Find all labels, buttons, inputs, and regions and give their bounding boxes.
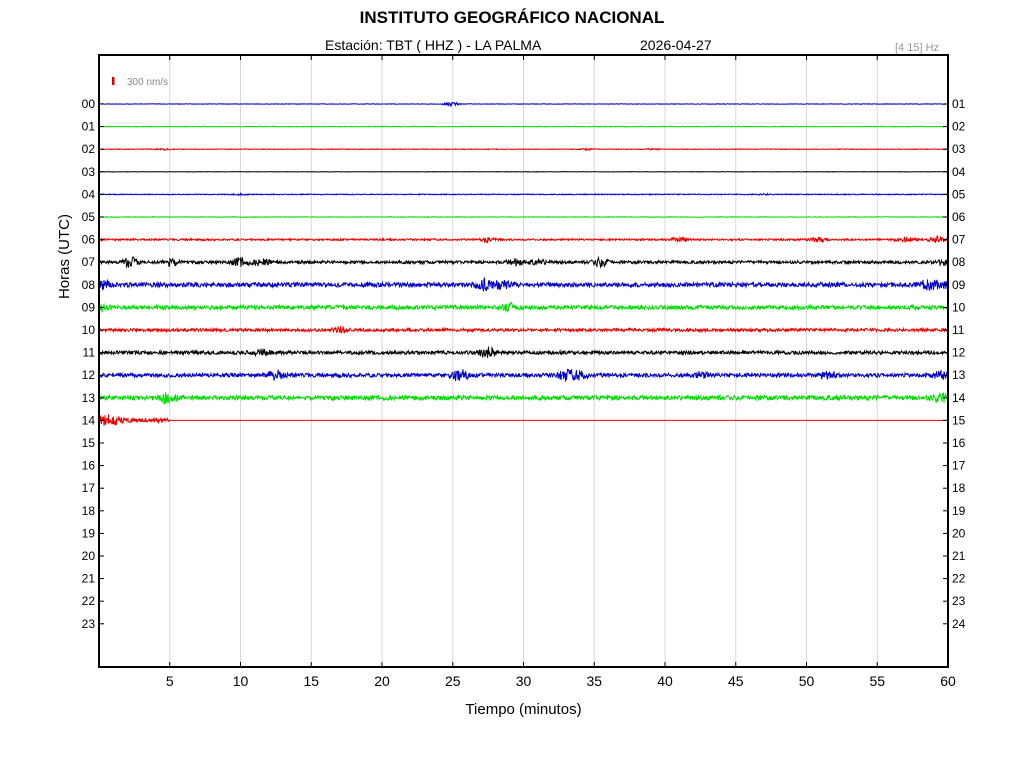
y-tick-label-right: 07 — [952, 233, 966, 247]
y-tick-label-right: 21 — [952, 549, 966, 563]
y-tick-label-right: 06 — [952, 210, 966, 224]
y-tick-label-right: 23 — [952, 594, 966, 608]
x-tick-label: 40 — [657, 673, 673, 689]
y-tick-label-right: 08 — [952, 255, 966, 269]
filter-band-label: [4 15] Hz — [895, 42, 940, 54]
trace-hour-8 — [98, 276, 949, 292]
trace-hour-2 — [99, 146, 949, 152]
y-tick-label-left: 23 — [82, 617, 96, 631]
y-tick-label-left: 11 — [83, 346, 96, 360]
y-tick-label-left: 15 — [82, 436, 96, 450]
x-tick-label: 45 — [728, 673, 744, 689]
y-tick-label-left: 12 — [82, 368, 96, 382]
y-tick-label-right: 18 — [952, 481, 966, 495]
station-label: Estación: TBT ( HHZ ) - LA PALMA — [325, 37, 542, 53]
scale-label: 300 nm/s — [127, 77, 168, 88]
scale-bar — [112, 77, 115, 85]
y-tick-label-left: 00 — [82, 97, 96, 111]
y-tick-label-right: 02 — [952, 120, 966, 134]
trace-hour-4 — [98, 191, 949, 197]
y-tick-label-right: 24 — [952, 617, 966, 631]
y-tick-label-left: 03 — [82, 165, 96, 179]
trace-hour-13 — [98, 392, 949, 405]
y-tick-label-right: 19 — [952, 504, 966, 518]
x-tick-label: 30 — [516, 673, 532, 689]
x-tick-label: 55 — [869, 673, 885, 689]
y-tick-label-left: 22 — [82, 594, 96, 608]
y-tick-label-right: 12 — [952, 346, 966, 360]
y-tick-label-left: 10 — [82, 323, 96, 337]
y-tick-label-right: 20 — [952, 526, 966, 540]
y-tick-label-right: 11 — [952, 323, 965, 337]
y-tick-label-left: 19 — [82, 526, 96, 540]
y-tick-label-left: 01 — [82, 120, 96, 134]
y-tick-label-right: 04 — [952, 165, 966, 179]
y-tick-label-left: 02 — [82, 142, 96, 156]
trace-hour-0 — [99, 101, 949, 108]
trace-hour-10 — [98, 325, 949, 334]
y-tick-label-right: 03 — [952, 142, 966, 156]
date-label: 2026-04-27 — [640, 37, 712, 53]
trace-hour-9 — [98, 301, 949, 314]
y-tick-label-right: 22 — [952, 572, 966, 586]
trace-hour-1 — [99, 125, 949, 128]
y-tick-label-left: 18 — [82, 504, 96, 518]
y-tick-label-left: 14 — [82, 413, 96, 427]
x-tick-label: 15 — [303, 673, 319, 689]
x-tick-label: 5 — [166, 673, 174, 689]
x-tick-label: 35 — [586, 673, 602, 689]
y-tick-label-left: 07 — [82, 255, 96, 269]
trace-hour-5 — [98, 215, 949, 219]
y-tick-label-left: 08 — [82, 278, 96, 292]
x-tick-label: 60 — [940, 673, 956, 689]
y-tick-label-right: 05 — [952, 187, 966, 201]
y-tick-label-right: 15 — [952, 413, 966, 427]
x-tick-label: 20 — [374, 673, 390, 689]
y-tick-label-right: 16 — [952, 436, 966, 450]
y-tick-label-right: 01 — [952, 97, 966, 111]
page-title: INSTITUTO GEOGRÁFICO NACIONAL — [359, 8, 665, 27]
y-tick-label-left: 17 — [82, 481, 96, 495]
y-tick-label-right: 09 — [952, 278, 966, 292]
x-tick-label: 25 — [445, 673, 461, 689]
y-tick-label-left: 13 — [82, 391, 96, 405]
trace-hour-12 — [98, 368, 949, 382]
y-tick-label-left: 06 — [82, 233, 96, 247]
y-tick-label-right: 10 — [952, 300, 966, 314]
y-tick-label-left: 09 — [82, 300, 96, 314]
y-tick-label-left: 16 — [82, 459, 96, 473]
y-tick-label-right: 14 — [952, 391, 966, 405]
y-tick-label-left: 05 — [82, 210, 96, 224]
x-axis-label: Tiempo (minutos) — [465, 701, 581, 718]
y-tick-label-right: 13 — [952, 368, 966, 382]
y-axis-label: Horas (UTC) — [56, 214, 73, 299]
trace-hour-6 — [98, 234, 949, 244]
y-tick-label-left: 21 — [82, 572, 96, 586]
y-tick-label-left: 20 — [82, 549, 96, 563]
trace-hour-14 — [98, 414, 171, 426]
x-tick-label: 50 — [799, 673, 815, 689]
y-tick-label-left: 04 — [82, 187, 96, 201]
trace-hour-11 — [98, 346, 949, 359]
y-tick-label-right: 17 — [952, 459, 966, 473]
trace-hour-7 — [98, 255, 949, 269]
x-tick-label: 10 — [233, 673, 249, 689]
